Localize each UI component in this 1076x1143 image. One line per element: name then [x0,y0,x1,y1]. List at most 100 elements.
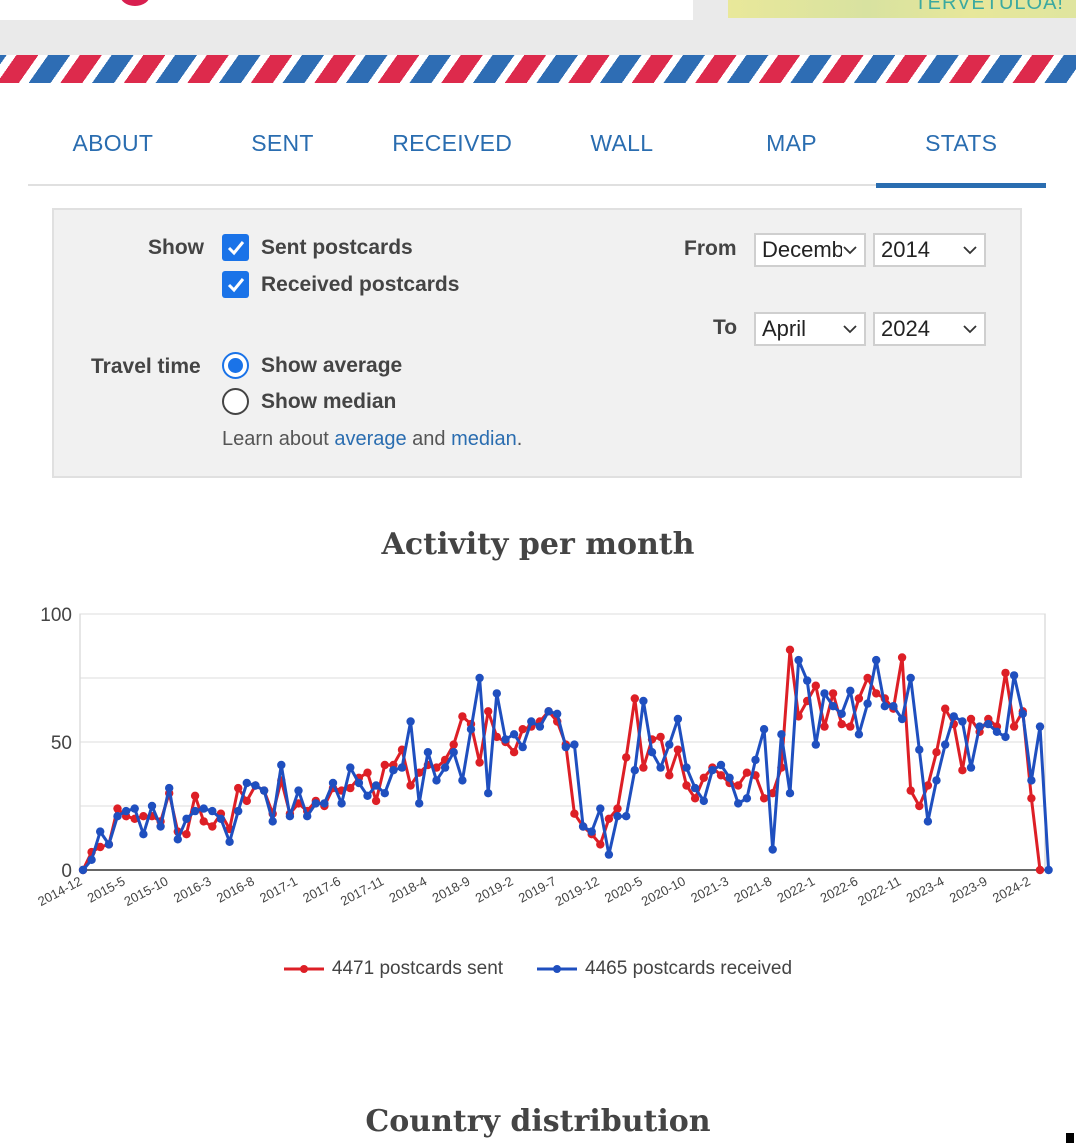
to-month-select[interactable]: April [754,312,866,346]
learn-about-text: Learn about average and median. [222,428,522,451]
data-point-received [147,801,157,811]
data-point-sent [863,673,872,683]
header-stamp-image: TERVETULOA! [728,0,1076,18]
data-point-received [984,719,993,729]
data-point-sent [363,768,372,777]
data-point-received [354,778,364,788]
tab-received[interactable]: RECEIVED [392,130,513,156]
from-month-select[interactable]: Decemb [754,233,866,267]
legend-item-sent[interactable]: 4471 postcards sent [283,956,503,982]
header-logo-panel [0,0,693,20]
data-point-sent [837,719,846,729]
data-point-received [639,696,648,706]
learn-and: and [412,428,446,450]
show-median-option[interactable]: Show median [222,388,396,415]
data-point-received [173,835,182,844]
data-point-sent [716,771,726,780]
data-point-sent [406,781,415,790]
data-point-received [897,714,907,724]
data-point-sent [1009,722,1019,731]
tab-about[interactable]: ABOUT [72,130,154,156]
legend-item-received[interactable]: 4465 postcards received [537,956,792,982]
data-point-received [880,702,889,711]
received-checkbox[interactable] [222,271,249,298]
data-point-sent [208,822,217,831]
data-point-received [915,745,924,754]
data-point-received [673,714,683,724]
data-point-sent [923,781,933,790]
tab-stats[interactable]: STATS [876,110,1046,188]
data-point-received [449,748,458,757]
data-point-received [156,822,165,831]
data-point-received [389,766,398,775]
y-tick-label: 50 [51,733,72,754]
data-point-received [923,817,933,826]
data-point-sent [596,840,605,849]
data-point-received [932,776,941,785]
data-point-received [975,722,984,731]
data-point-received [578,822,588,831]
tab-sent[interactable]: SENT [251,130,314,156]
checkmark-icon [227,277,244,292]
data-point-received [87,855,96,864]
data-point-sent [242,796,251,806]
data-point-received [561,742,570,752]
data-point-received [768,845,777,854]
data-point-received [1027,776,1036,785]
data-point-received [596,804,605,813]
data-point-sent [742,768,752,777]
chevron-down-icon [842,314,858,344]
data-point-received [725,773,734,782]
travel-time-label: Travel time [91,355,201,378]
to-year-select[interactable]: 2024 [873,312,986,346]
data-point-received [820,689,829,698]
data-point-received [294,786,303,795]
data-point-received [665,740,674,749]
legend-swatch-received [537,965,578,973]
data-point-received [647,748,657,757]
data-point-sent [1027,794,1036,803]
average-link[interactable]: average [334,428,407,450]
sent-checkbox[interactable] [222,234,249,261]
data-point-received [785,789,795,798]
received-postcards-option[interactable]: Received postcards [222,271,459,298]
x-tick-label: 2020-5 [602,873,645,905]
sent-postcards-option[interactable]: Sent postcards [222,234,413,261]
data-point-sent [897,653,907,662]
data-point-received [208,806,217,816]
chevron-down-icon [962,314,978,344]
data-point-received [544,707,553,716]
data-point-received [242,778,251,788]
data-point-sent [682,781,691,790]
data-point-received [742,794,752,803]
data-point-received [535,722,545,731]
x-tick-label: 2023-4 [904,873,947,905]
to-label: To [713,316,738,339]
data-point-received [854,730,864,739]
median-link[interactable]: median [451,428,517,450]
show-average-option[interactable]: Show average [222,352,402,379]
data-point-received [216,814,226,823]
corner-mark [1066,1133,1074,1143]
x-tick-label: 2021-8 [731,873,774,905]
from-label: From [684,237,737,260]
data-point-received [96,827,105,836]
x-tick-label: 2021-3 [688,873,731,905]
tab-map[interactable]: MAP [766,130,817,156]
data-point-received [113,812,122,821]
data-point-sent [759,794,769,803]
median-radio[interactable] [222,388,249,415]
tab-wall[interactable]: WALL [590,130,654,156]
from-year-select[interactable]: 2014 [873,233,986,267]
learn-suffix: . [516,428,523,450]
data-point-received [190,806,200,816]
data-point-received [509,730,519,739]
show-label: Show [148,236,204,259]
data-point-received [794,655,803,665]
data-point-sent [854,694,864,703]
data-point-sent [518,725,527,734]
data-point-received [889,702,898,711]
data-point-received [699,796,708,806]
data-point-received [828,702,838,711]
average-radio[interactable] [222,352,249,379]
